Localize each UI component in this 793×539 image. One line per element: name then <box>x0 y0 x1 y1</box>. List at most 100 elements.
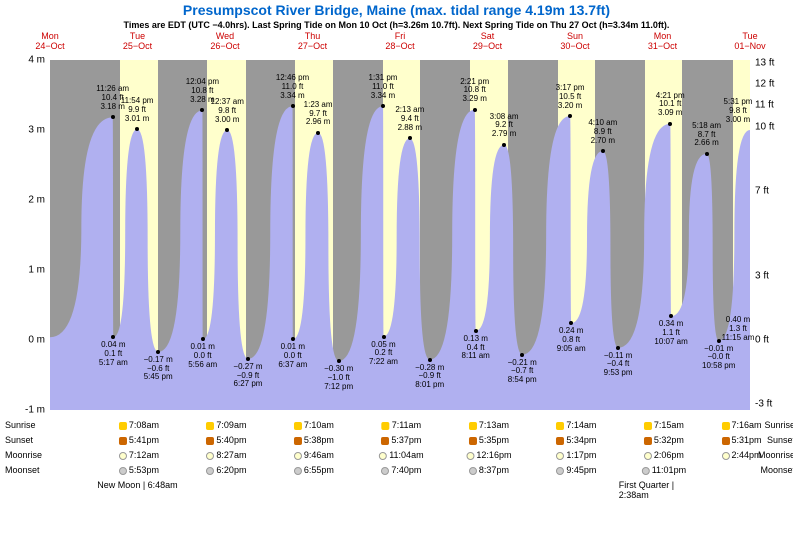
date-label: Sat29−Oct <box>473 32 502 52</box>
sun-icon <box>722 437 730 445</box>
info-cell: 5:38pm <box>294 435 334 445</box>
info-cell: 6:55pm <box>294 465 334 475</box>
info-cell: 7:14am <box>556 420 596 430</box>
info-time: 7:16am <box>732 420 762 430</box>
moon-icon <box>119 452 127 460</box>
sun-icon <box>294 422 302 430</box>
info-time: 5:31pm <box>732 435 762 445</box>
moon-phase-row: New Moon | 6:48amFirst Quarter | 2:38am <box>50 480 750 495</box>
info-row-sunset: SunsetSunset5:41pm5:40pm5:38pm5:37pm5:35… <box>50 435 750 450</box>
moon-icon <box>466 452 474 460</box>
tide-point <box>201 337 205 341</box>
tide-point <box>337 359 341 363</box>
moon-phase: New Moon | 6:48am <box>97 480 177 490</box>
tide-point <box>246 357 250 361</box>
info-time: 9:45pm <box>566 465 596 475</box>
moon-icon <box>644 452 652 460</box>
info-cell: 7:08am <box>119 420 159 430</box>
tide-label: −0.30 m−1.0 ft7:12 pm <box>324 365 353 391</box>
tide-point <box>408 136 412 140</box>
tide-point <box>382 335 386 339</box>
tide-label: 12:46 pm11.0 ft3.34 m <box>276 74 309 100</box>
info-rows: SunriseSunrise7:08am7:09am7:10am7:11am7:… <box>50 420 750 495</box>
info-cell: 5:34pm <box>556 435 596 445</box>
tide-label: 2:13 am9.4 ft2.88 m <box>395 106 424 132</box>
sun-icon <box>294 437 302 445</box>
tide-label: 0.40 m1.3 ft11:15 am <box>722 316 755 342</box>
y-tick-ft: 11 ft <box>755 100 785 111</box>
tide-point <box>568 114 572 118</box>
tide-label: −0.11 m−0.4 ft9:53 pm <box>604 352 633 378</box>
tide-point <box>474 329 478 333</box>
tide-point <box>156 350 160 354</box>
info-time: 7:40pm <box>391 465 421 475</box>
plot-area: Mon24−OctTue25−OctWed26−OctThu27−OctFri2… <box>50 60 750 410</box>
date-label: Tue25−Oct <box>123 32 152 52</box>
sun-icon <box>381 437 389 445</box>
moon-icon <box>642 467 650 475</box>
info-cell: 11:01pm <box>642 465 686 475</box>
tide-label: 3:17 pm10.5 ft3.20 m <box>556 84 585 110</box>
row-label: Moonrise <box>5 450 42 460</box>
info-cell: 9:45pm <box>556 465 596 475</box>
date-label: Tue01−Nov <box>734 32 765 52</box>
info-cell: 5:35pm <box>469 435 509 445</box>
tide-point <box>225 128 229 132</box>
info-row-moonset: MoonsetMoonset5:53pm6:20pm6:55pm7:40pm8:… <box>50 465 750 480</box>
tide-point <box>669 314 673 318</box>
info-time: 6:20pm <box>216 465 246 475</box>
tide-label: −0.28 m−0.9 ft8:01 pm <box>415 364 444 390</box>
tide-point <box>111 335 115 339</box>
y-tick-m: 1 m <box>15 265 45 276</box>
y-tick-m: 4 m <box>15 55 45 66</box>
tide-point <box>291 337 295 341</box>
tide-label: 0.24 m0.8 ft9:05 am <box>557 327 586 353</box>
tide-label: 0.01 m0.0 ft5:56 am <box>188 343 217 369</box>
row-label: Sunset <box>5 435 33 445</box>
info-cell: 12:16pm <box>466 450 511 460</box>
sun-icon <box>382 422 390 430</box>
tide-point <box>200 108 204 112</box>
tide-point <box>473 108 477 112</box>
info-time: 1:17pm <box>566 450 596 460</box>
y-tick-m: 2 m <box>15 195 45 206</box>
tide-label: 0.34 m1.1 ft10:07 am <box>654 320 687 346</box>
info-cell: 11:04am <box>379 450 423 460</box>
info-cell: 8:37pm <box>469 465 509 475</box>
info-time: 7:09am <box>216 420 246 430</box>
y-tick-ft: -3 ft <box>755 399 785 410</box>
info-time: 5:40pm <box>216 435 246 445</box>
info-cell: 7:13am <box>469 420 509 430</box>
info-time: 7:11am <box>392 420 421 430</box>
tide-point <box>520 353 524 357</box>
sun-icon <box>469 437 477 445</box>
info-time: 7:10am <box>304 420 334 430</box>
info-row-moonrise: MoonriseMoonrise7:12am8:27am9:46am11:04a… <box>50 450 750 465</box>
tide-label: 0.01 m0.0 ft6:37 am <box>278 343 307 369</box>
info-time: 5:35pm <box>479 435 509 445</box>
tide-label: −0.17 m−0.6 ft5:45 pm <box>144 356 173 382</box>
y-tick-ft: 3 ft <box>755 270 785 281</box>
info-time: 7:08am <box>129 420 159 430</box>
tide-label: 0.05 m0.2 ft7:22 am <box>369 341 398 367</box>
info-time: 5:32pm <box>654 435 684 445</box>
info-time: 2:06pm <box>654 450 684 460</box>
date-label: Wed26−Oct <box>210 32 239 52</box>
sun-icon <box>644 437 652 445</box>
tide-label: 4:21 pm10.1 ft3.09 m <box>656 92 685 118</box>
y-tick-m: -1 m <box>15 405 45 416</box>
date-label: Mon24−Oct <box>35 32 64 52</box>
info-time: 2:44pm <box>732 450 762 460</box>
moon-phase: First Quarter | 2:38am <box>619 480 707 500</box>
tide-label: 4:10 am8.9 ft2.70 m <box>588 119 617 145</box>
info-cell: 5:53pm <box>119 465 159 475</box>
info-cell: 5:41pm <box>119 435 159 445</box>
info-cell: 2:06pm <box>644 450 684 460</box>
moon-icon <box>556 452 564 460</box>
y-tick-m: 3 m <box>15 125 45 136</box>
sun-icon <box>556 422 564 430</box>
sun-icon <box>119 422 127 430</box>
moon-icon <box>206 467 214 475</box>
info-cell: 2:44pm <box>722 450 762 460</box>
date-label: Thu27−Oct <box>298 32 327 52</box>
